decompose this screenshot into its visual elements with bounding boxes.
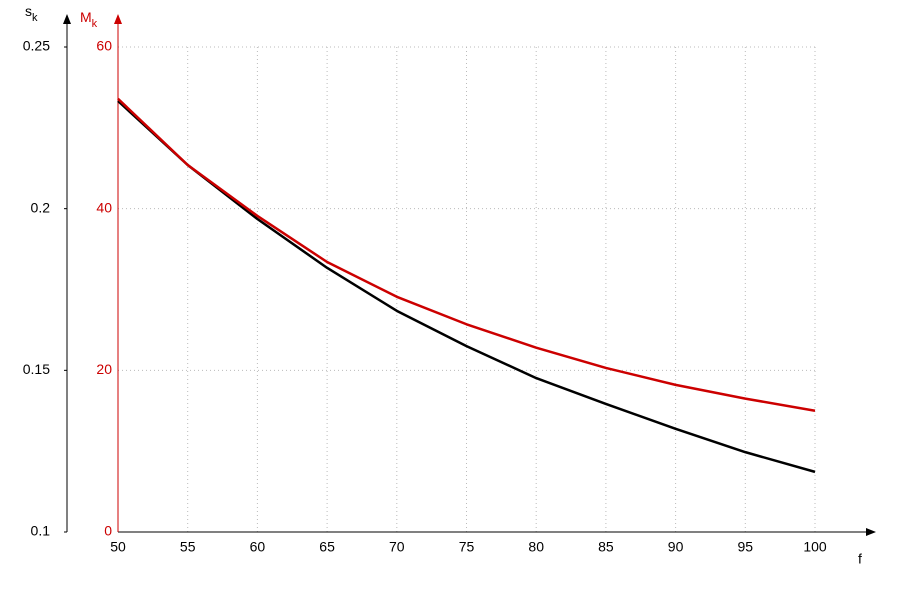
y2-tick-label: 20: [96, 361, 112, 377]
y-tick-label: 0.2: [31, 199, 51, 215]
x-tick-label: 75: [459, 539, 475, 555]
x-tick-label: 50: [110, 539, 126, 555]
y-tick-label: 0.25: [23, 38, 50, 54]
x-tick-label: 85: [598, 539, 614, 555]
x-tick-label: 65: [319, 539, 335, 555]
y-axis-label: sk: [25, 3, 38, 24]
x-axis-label: f: [858, 551, 862, 567]
x-tick-label: 55: [180, 539, 196, 555]
x-tick-label: 90: [668, 539, 684, 555]
data-line: [117, 100, 816, 474]
x-tick-label: 100: [803, 539, 827, 555]
x-tick-label: 60: [250, 539, 266, 555]
y2-axis-label: Mk: [80, 9, 98, 30]
x-tick-label: 70: [389, 539, 405, 555]
x-tick-label: 80: [528, 539, 544, 555]
y-tick-label: 0.1: [31, 523, 51, 539]
y2-tick-label: 0: [104, 523, 112, 539]
y2-tick-label: 40: [96, 199, 112, 215]
data-line: [117, 97, 816, 412]
x-tick-label: 95: [738, 539, 754, 555]
y-tick-label: 0.15: [23, 361, 50, 377]
y2-tick-label: 60: [96, 38, 112, 54]
